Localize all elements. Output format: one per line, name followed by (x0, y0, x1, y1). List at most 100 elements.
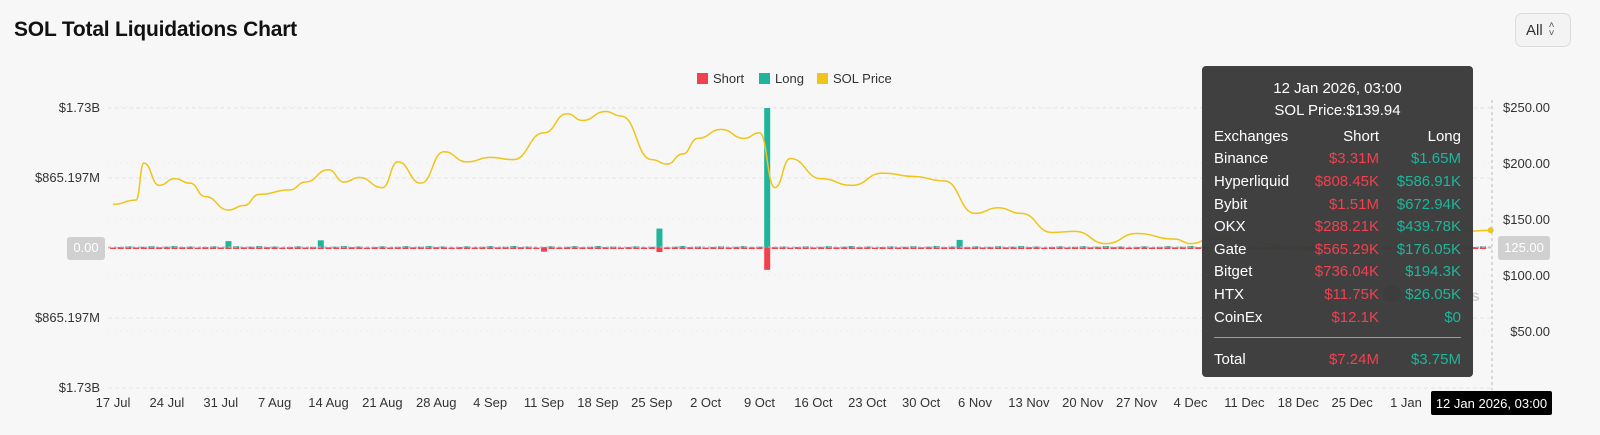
tooltip-exchange: HTX (1214, 285, 1244, 303)
short-bar (810, 248, 817, 249)
long-bar (594, 245, 601, 248)
x-tick-label: 25 Dec (1332, 395, 1374, 410)
short-bar (186, 248, 193, 249)
short-bar (171, 248, 178, 249)
short-bar (702, 248, 709, 249)
short-bar (771, 248, 778, 249)
short-bar (333, 248, 340, 249)
short-bar (902, 248, 909, 249)
long-bar (925, 246, 932, 248)
short-bar (525, 248, 532, 249)
short-bar (210, 248, 217, 249)
long-bar (979, 247, 986, 249)
chart-legend: Short Long SOL Price (697, 71, 892, 86)
long-bar (918, 247, 925, 249)
short-bar (417, 248, 424, 249)
short-bar (871, 248, 878, 249)
long-bar (1087, 247, 1094, 249)
short-bar (864, 248, 871, 249)
tooltip-long: $194.3K (1405, 263, 1461, 281)
short-bar (271, 248, 278, 249)
long-bar (864, 246, 871, 248)
long-bar (648, 246, 655, 248)
short-bar (263, 248, 270, 249)
range-select-value: All (1526, 21, 1543, 39)
tooltip-row: Bitget $736.04K $194.3K (1214, 261, 1461, 284)
long-bar (579, 247, 586, 249)
short-bar (340, 248, 347, 249)
long-bar (710, 246, 717, 248)
short-bar (202, 248, 209, 249)
short-bar (317, 248, 324, 249)
short-bar (694, 248, 701, 249)
long-bar (156, 247, 163, 249)
long-bar (556, 247, 563, 249)
chart-tooltip: 12 Jan 2026, 03:00 SOL Price:$139.94 Exc… (1202, 66, 1473, 377)
tooltip-header-long: Long (1427, 127, 1461, 145)
legend-label: Short (713, 71, 744, 86)
short-bar (648, 248, 655, 249)
short-bar (556, 248, 563, 249)
long-bar (517, 247, 524, 249)
range-select[interactable]: All ˄ ˅ (1515, 13, 1571, 47)
short-bar (594, 248, 601, 249)
long-bar (1141, 246, 1148, 248)
short-bar (1048, 248, 1055, 249)
short-bar (895, 248, 902, 249)
long-bar (540, 246, 548, 248)
short-bar (487, 248, 494, 249)
long-bar (302, 247, 309, 249)
short-bar (779, 248, 786, 249)
long-bar (440, 246, 447, 248)
x-tick-label: 21 Aug (362, 395, 403, 410)
x-tick-label: 11 Sep (524, 395, 564, 410)
long-bar (756, 246, 763, 248)
long-bar (664, 247, 671, 249)
short-bar (687, 248, 694, 249)
long-bar (487, 246, 494, 248)
short-bar (802, 248, 809, 249)
page-title: SOL Total Liquidations Chart (14, 18, 297, 41)
short-bar (510, 248, 517, 249)
short-bar (387, 248, 394, 249)
long-bar (1172, 247, 1179, 249)
short-bar (1195, 248, 1202, 249)
long-bar (656, 228, 663, 248)
short-bar (1056, 248, 1063, 249)
legend-label: Long (775, 71, 804, 86)
tooltip-total-long: $3.75M (1410, 351, 1461, 369)
long-bar (294, 246, 301, 248)
short-bar (633, 248, 640, 249)
long-bar (848, 245, 855, 248)
short-bar (910, 248, 917, 249)
short-bar (610, 248, 617, 249)
tooltip-short: $12.1K (1331, 308, 1379, 326)
short-bar (987, 248, 994, 249)
short-bar (1125, 248, 1132, 249)
tooltip-short: $565.29K (1314, 240, 1379, 258)
legend-swatch (697, 73, 708, 84)
long-bar (210, 246, 217, 248)
tooltip-long: $586.91K (1396, 172, 1461, 190)
tooltip-divider (1214, 337, 1461, 339)
long-bar (186, 246, 193, 248)
long-bar (956, 239, 963, 248)
tooltip-exchange: Hyperliquid (1214, 172, 1290, 190)
short-bar (410, 248, 417, 249)
tooltip-row: Gate $565.29K $176.05K (1214, 238, 1461, 261)
short-bar (125, 248, 132, 249)
short-bar (818, 248, 825, 249)
short-bar (756, 248, 763, 249)
tooltip-short: $11.75K (1324, 285, 1379, 303)
short-bar (918, 248, 925, 249)
x-tick-label: 27 Nov (1116, 395, 1158, 410)
short-bar (848, 248, 855, 249)
long-bar (348, 247, 355, 249)
long-bar (225, 241, 232, 248)
short-bar (1064, 248, 1071, 249)
short-bar (856, 248, 863, 249)
short-bar (133, 248, 140, 249)
short-bar (194, 248, 201, 249)
short-bar (156, 248, 163, 249)
short-bar (109, 248, 117, 249)
